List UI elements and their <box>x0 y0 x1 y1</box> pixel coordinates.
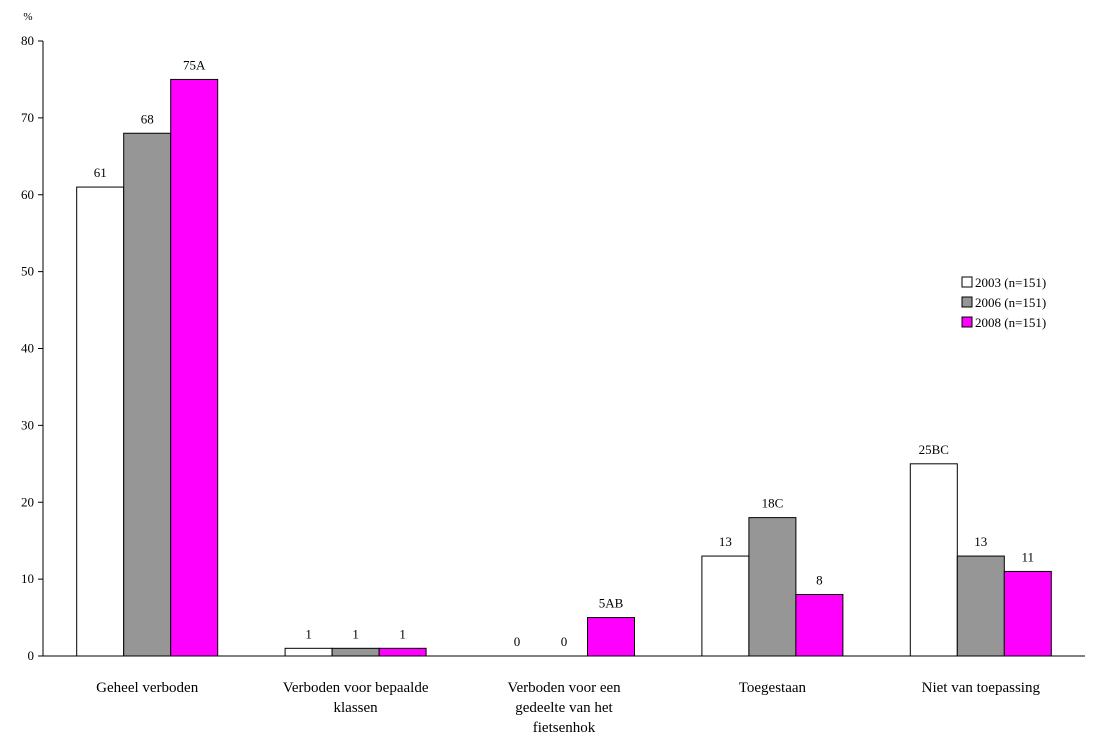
legend-label: 2008 (n=151) <box>975 315 1046 330</box>
data-label: 18C <box>762 496 784 511</box>
y-tick-label: 0 <box>28 648 35 663</box>
bar <box>378 647 427 657</box>
y-tick-label: 50 <box>21 264 34 279</box>
data-label: 0 <box>514 634 521 649</box>
bar <box>701 555 750 657</box>
bars <box>76 78 1052 657</box>
legend-label: 2006 (n=151) <box>975 295 1046 310</box>
data-label: 8 <box>816 573 823 588</box>
x-category-label: Niet van toepassing <box>922 680 1041 696</box>
data-label: 75A <box>183 57 206 72</box>
bar <box>1003 570 1052 657</box>
x-category-label: Verboden voor een gedeelte van het fietsen… <box>507 680 621 736</box>
y-axis: 0 10 20 30 40 50 60 70 80% <box>21 11 44 663</box>
y-tick-label: 20 <box>21 494 34 509</box>
bar <box>909 463 958 657</box>
y-tick-label: 30 <box>21 417 34 432</box>
y-tick-label: 70 <box>21 110 34 125</box>
legend-swatch <box>961 296 973 308</box>
y-axis-unit-label: % <box>23 11 32 23</box>
data-label: 25BC <box>919 442 949 457</box>
legend-swatch <box>961 276 973 288</box>
data-label: 1 <box>305 626 312 641</box>
y-tick-label: 40 <box>21 341 34 356</box>
data-label: 13 <box>974 534 987 549</box>
bar <box>331 647 380 657</box>
y-tick-label: 60 <box>21 187 34 202</box>
bar <box>748 517 797 657</box>
legend-swatch <box>961 316 973 328</box>
data-label: 61 <box>94 165 107 180</box>
bar <box>170 78 219 657</box>
data-label: 1 <box>399 626 406 641</box>
x-category-label: Geheel verboden <box>96 680 199 696</box>
data-label: 1 <box>352 626 359 641</box>
y-tick-label: 80 <box>21 33 34 48</box>
x-category-label: Toegestaan <box>739 680 807 696</box>
bar <box>795 594 844 657</box>
x-category-label: Verboden voor bepaalde klassen <box>283 680 429 716</box>
data-label: 13 <box>719 534 732 549</box>
bar <box>587 617 635 657</box>
bar <box>284 647 333 657</box>
y-tick-label: 10 <box>21 571 34 586</box>
bar <box>76 186 125 657</box>
data-label: 5AB <box>599 596 624 611</box>
bar <box>956 555 1005 657</box>
data-label: 11 <box>1022 549 1035 564</box>
bar <box>123 132 172 657</box>
data-label: 68 <box>141 111 154 126</box>
data-label: 0 <box>561 634 568 649</box>
category-labels: Geheel verboden Verboden voor bepaalde kla… <box>96 680 1040 736</box>
legend-label: 2003 (n=151) <box>975 275 1046 290</box>
legend: 2003 (n=151) 2006 (n=151) 2008 (n=151) <box>961 275 1046 330</box>
